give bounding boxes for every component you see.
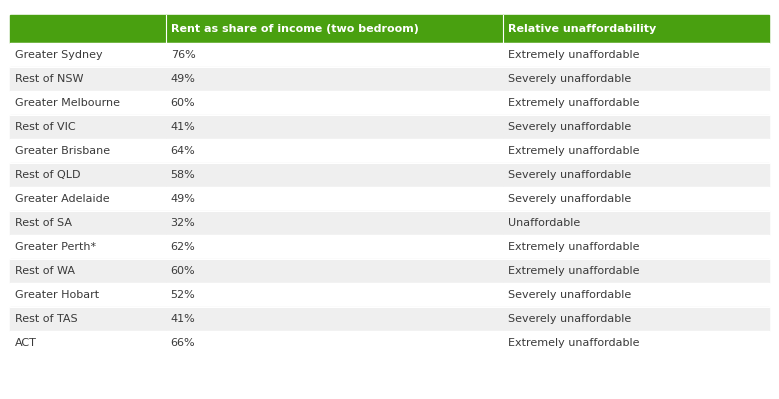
Text: Rest of WA: Rest of WA — [15, 266, 75, 276]
Bar — [503, 91, 769, 115]
Text: Extremely unaffordable: Extremely unaffordable — [509, 98, 640, 108]
Text: 62%: 62% — [171, 242, 196, 252]
Bar — [10, 91, 166, 115]
Bar — [166, 331, 503, 355]
Bar — [10, 139, 166, 163]
Bar — [166, 163, 503, 187]
Text: Rent as share of income (two bedroom): Rent as share of income (two bedroom) — [171, 24, 418, 34]
Bar — [503, 115, 769, 139]
Bar — [10, 15, 166, 43]
Bar — [10, 115, 166, 139]
Bar — [10, 235, 166, 259]
Text: Rest of TAS: Rest of TAS — [15, 314, 78, 324]
Bar — [503, 235, 769, 259]
Text: 52%: 52% — [171, 290, 196, 300]
Text: 41%: 41% — [171, 314, 196, 324]
Text: 60%: 60% — [171, 266, 196, 276]
Bar — [503, 331, 769, 355]
Bar — [503, 307, 769, 331]
Text: Unaffordable: Unaffordable — [509, 218, 580, 228]
Text: Severely unaffordable: Severely unaffordable — [509, 74, 632, 84]
Bar — [503, 283, 769, 307]
Text: Rest of VIC: Rest of VIC — [15, 122, 76, 132]
Bar — [10, 259, 166, 283]
Text: Extremely unaffordable: Extremely unaffordable — [509, 50, 640, 60]
Bar — [10, 307, 166, 331]
Bar — [503, 139, 769, 163]
Text: Severely unaffordable: Severely unaffordable — [509, 122, 632, 132]
Text: Greater Melbourne: Greater Melbourne — [15, 98, 120, 108]
Bar — [10, 331, 166, 355]
Text: Severely unaffordable: Severely unaffordable — [509, 170, 632, 180]
Bar — [503, 211, 769, 235]
Bar — [166, 307, 503, 331]
Bar — [166, 15, 503, 43]
Text: ACT: ACT — [15, 338, 37, 348]
Bar — [166, 187, 503, 211]
Text: Severely unaffordable: Severely unaffordable — [509, 314, 632, 324]
Text: Greater Brisbane: Greater Brisbane — [15, 146, 110, 156]
Bar — [503, 163, 769, 187]
Bar — [503, 67, 769, 91]
Text: Rest of SA: Rest of SA — [15, 218, 72, 228]
Bar — [166, 43, 503, 67]
Bar — [166, 259, 503, 283]
Text: Greater Adelaide: Greater Adelaide — [15, 194, 110, 204]
Text: 49%: 49% — [171, 194, 196, 204]
Bar — [503, 15, 769, 43]
Bar — [166, 67, 503, 91]
Text: 58%: 58% — [171, 170, 196, 180]
Bar — [10, 211, 166, 235]
Bar — [166, 283, 503, 307]
Bar — [166, 139, 503, 163]
Text: Greater Sydney: Greater Sydney — [15, 50, 103, 60]
Text: 60%: 60% — [171, 98, 196, 108]
Text: Greater Hobart: Greater Hobart — [15, 290, 99, 300]
Text: 76%: 76% — [171, 50, 196, 60]
Bar — [166, 115, 503, 139]
Bar — [10, 283, 166, 307]
Text: Extremely unaffordable: Extremely unaffordable — [509, 146, 640, 156]
Bar — [166, 235, 503, 259]
Text: 32%: 32% — [171, 218, 196, 228]
Text: Extremely unaffordable: Extremely unaffordable — [509, 266, 640, 276]
Text: Rest of NSW: Rest of NSW — [15, 74, 83, 84]
Text: Severely unaffordable: Severely unaffordable — [509, 194, 632, 204]
Bar — [10, 163, 166, 187]
Text: Rest of QLD: Rest of QLD — [15, 170, 80, 180]
Bar — [503, 43, 769, 67]
Bar — [166, 91, 503, 115]
Text: 41%: 41% — [171, 122, 196, 132]
Bar — [10, 187, 166, 211]
Bar — [166, 211, 503, 235]
Text: 49%: 49% — [171, 74, 196, 84]
Text: 64%: 64% — [171, 146, 196, 156]
Text: Greater Perth*: Greater Perth* — [15, 242, 96, 252]
Text: 66%: 66% — [171, 338, 196, 348]
Bar — [503, 259, 769, 283]
Text: Extremely unaffordable: Extremely unaffordable — [509, 338, 640, 348]
Text: Relative unaffordability: Relative unaffordability — [509, 24, 657, 34]
Text: Extremely unaffordable: Extremely unaffordable — [509, 242, 640, 252]
Text: Severely unaffordable: Severely unaffordable — [509, 290, 632, 300]
Bar — [10, 67, 166, 91]
Bar — [503, 187, 769, 211]
Bar — [10, 43, 166, 67]
